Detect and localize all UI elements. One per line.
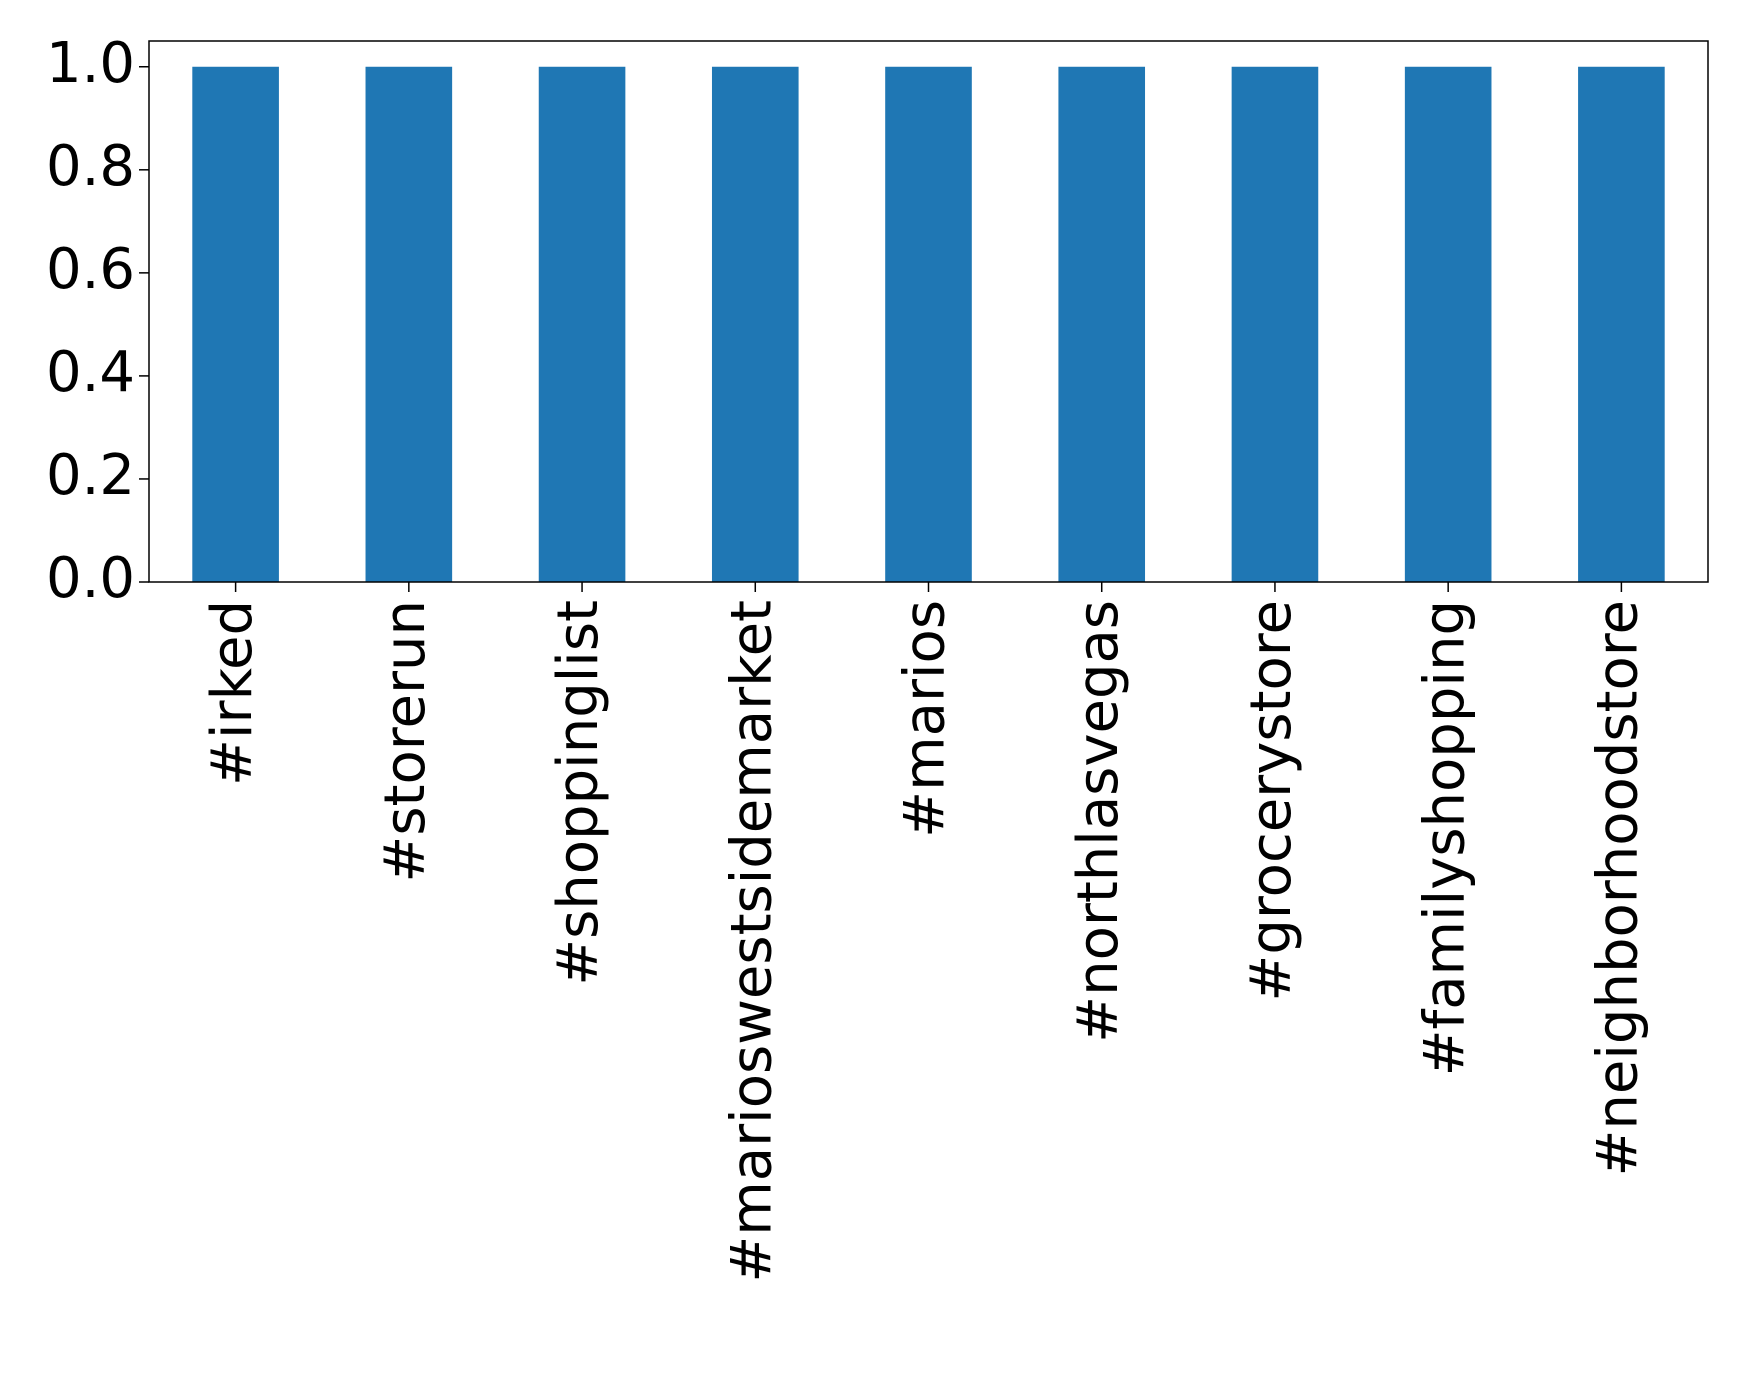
bar xyxy=(1578,66,1665,582)
bar xyxy=(711,66,799,582)
bar xyxy=(885,66,972,582)
x-tick-label: #irked xyxy=(200,600,265,786)
x-tick-label: #marios xyxy=(893,600,958,838)
bar xyxy=(1058,66,1146,582)
x-tick-label: #marioswestsidemarket xyxy=(719,600,784,1283)
y-tick-label: 1.0 xyxy=(46,31,135,96)
x-tick-label: #northlasvegas xyxy=(1066,600,1131,1043)
y-tick-label: 0.6 xyxy=(46,237,135,302)
x-tick-label: #shoppinglist xyxy=(546,600,611,986)
y-tick-label: 0.4 xyxy=(46,340,135,405)
y-tick-label: 0.8 xyxy=(46,134,135,199)
x-tick-label: #grocerystore xyxy=(1239,600,1304,1002)
y-tick-label: 0.2 xyxy=(46,443,135,508)
x-tick-label: #familyshopping xyxy=(1412,600,1477,1076)
bar xyxy=(1231,66,1319,582)
bar xyxy=(192,66,279,582)
x-tick-label: #neighborhoodstore xyxy=(1586,600,1651,1177)
bar xyxy=(538,66,626,582)
x-tick-label: #storerun xyxy=(373,600,438,883)
bar xyxy=(365,66,453,582)
bar xyxy=(1404,66,1492,582)
plot-frame xyxy=(148,40,1709,583)
y-tick-label: 0.0 xyxy=(46,546,135,611)
